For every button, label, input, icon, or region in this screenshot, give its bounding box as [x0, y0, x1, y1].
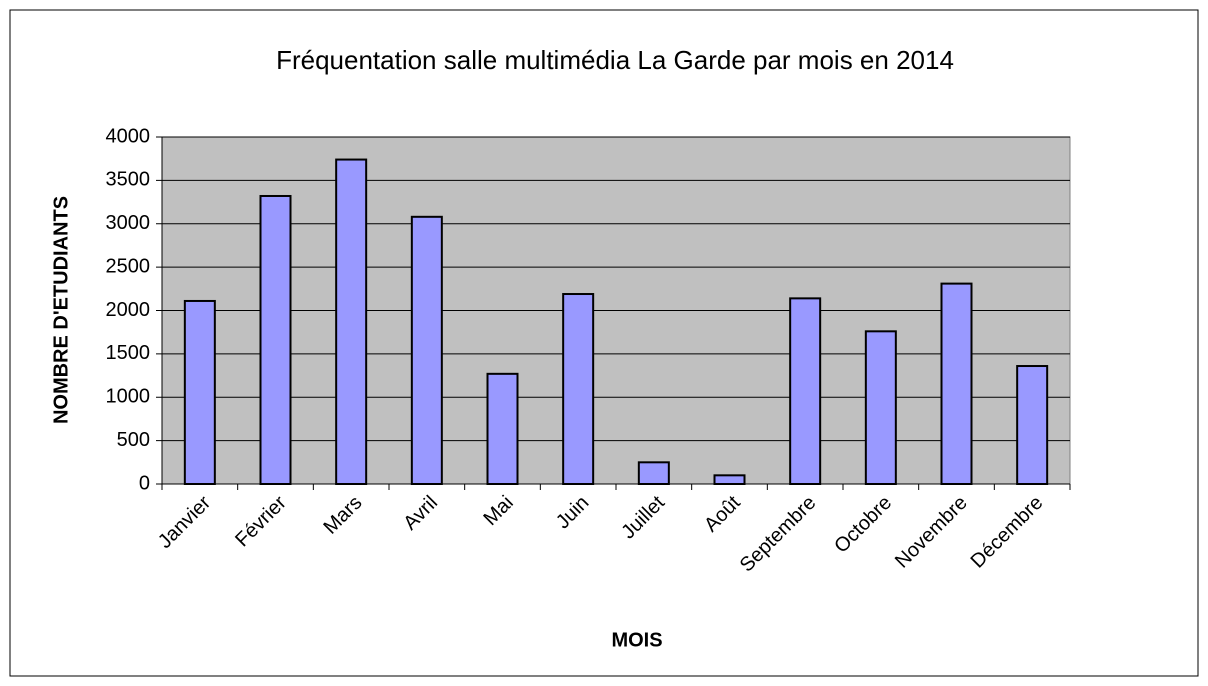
- y-tick-label: 1500: [106, 342, 151, 364]
- y-axis-label: NOMBRE D'ETUDIANTS: [50, 196, 72, 424]
- y-tick-label: 2500: [106, 255, 151, 277]
- bar: [789, 297, 822, 486]
- bar: [183, 299, 216, 485]
- bar: [637, 461, 670, 485]
- y-tick-label: 1000: [106, 386, 151, 408]
- bar: [1016, 365, 1049, 485]
- bar: [335, 158, 368, 485]
- bar: [940, 282, 973, 486]
- chart-title: Fréquentation salle multimédia La Garde …: [276, 45, 954, 75]
- bar: [864, 330, 897, 485]
- x-axis-label: MOIS: [611, 629, 662, 651]
- y-tick-label: 500: [117, 429, 150, 451]
- bar: [259, 194, 292, 486]
- bar: [562, 293, 595, 485]
- y-tick-label: 0: [139, 472, 150, 494]
- y-tick-label: 3500: [106, 169, 151, 191]
- bar: [713, 474, 746, 486]
- y-tick-label: 4000: [106, 125, 151, 147]
- y-tick-label: 3000: [106, 212, 151, 234]
- bar: [486, 372, 519, 486]
- y-tick-label: 2000: [106, 299, 151, 321]
- bar: [410, 215, 443, 485]
